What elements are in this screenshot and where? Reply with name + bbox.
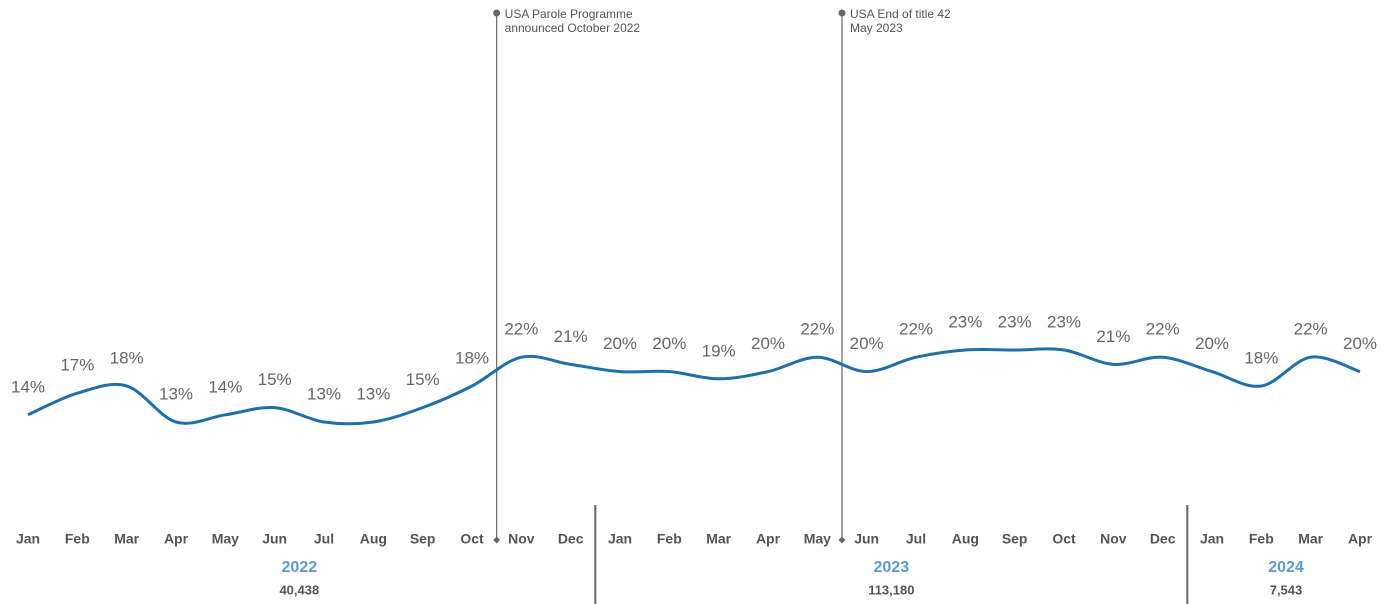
annotation-text: USA End of title 42 bbox=[850, 7, 951, 21]
data-label: 22% bbox=[504, 320, 538, 339]
data-label: 13% bbox=[159, 384, 193, 403]
x-tick-label: Mar bbox=[1298, 531, 1323, 547]
x-tick-label: Jan bbox=[16, 531, 40, 547]
x-tick-label: Jan bbox=[608, 531, 632, 547]
x-tick-label: Jun bbox=[262, 531, 287, 547]
x-tick-label: Feb bbox=[65, 531, 90, 547]
data-label: 13% bbox=[356, 384, 390, 403]
data-label: 18% bbox=[455, 348, 489, 367]
year-label: 2022 bbox=[282, 559, 318, 576]
x-tick-label: Apr bbox=[1348, 531, 1373, 547]
year-total: 7,543 bbox=[1270, 582, 1303, 597]
data-label: 13% bbox=[307, 384, 341, 403]
x-tick-label: Aug bbox=[952, 531, 979, 547]
x-tick-label: Jul bbox=[314, 531, 334, 547]
data-label: 14% bbox=[11, 377, 45, 396]
data-label: 22% bbox=[1146, 320, 1180, 339]
data-label: 22% bbox=[899, 320, 933, 339]
data-label: 20% bbox=[603, 334, 637, 353]
x-tick-label: Jul bbox=[906, 531, 926, 547]
data-label: 15% bbox=[258, 370, 292, 389]
annotation-text: announced October 2022 bbox=[505, 21, 641, 35]
x-tick-label: Aug bbox=[360, 531, 387, 547]
data-label: 23% bbox=[948, 312, 982, 331]
data-label: 14% bbox=[208, 377, 242, 396]
x-tick-label: Nov bbox=[1100, 531, 1127, 547]
data-label: 18% bbox=[110, 348, 144, 367]
x-tick-label: May bbox=[212, 531, 239, 547]
x-tick-label: Mar bbox=[706, 531, 731, 547]
annotation-dot bbox=[838, 9, 846, 17]
x-tick-label: Jun bbox=[854, 531, 879, 547]
x-tick-label: Apr bbox=[756, 531, 781, 547]
year-label: 2024 bbox=[1268, 559, 1304, 576]
year-total: 40,438 bbox=[279, 582, 319, 597]
data-label: 19% bbox=[702, 341, 736, 360]
data-label: 15% bbox=[406, 370, 440, 389]
data-label: 17% bbox=[60, 356, 94, 375]
data-label: 21% bbox=[1096, 327, 1130, 346]
data-label: 20% bbox=[850, 334, 884, 353]
annotation-marker bbox=[838, 536, 846, 544]
data-label: 20% bbox=[1195, 334, 1229, 353]
data-label: 18% bbox=[1244, 348, 1278, 367]
x-tick-label: Apr bbox=[164, 531, 189, 547]
data-label: 20% bbox=[1343, 334, 1377, 353]
x-tick-label: Nov bbox=[508, 531, 535, 547]
data-label: 20% bbox=[652, 334, 686, 353]
annotation-text: USA Parole Programme bbox=[505, 7, 633, 21]
data-label: 23% bbox=[998, 312, 1032, 331]
data-line bbox=[27, 347, 1361, 426]
x-tick-label: Sep bbox=[1002, 531, 1028, 547]
annotation-dot bbox=[493, 9, 501, 17]
data-label: 20% bbox=[751, 334, 785, 353]
x-tick-label: May bbox=[804, 531, 831, 547]
data-label: 22% bbox=[800, 320, 834, 339]
data-label: 23% bbox=[1047, 312, 1081, 331]
x-tick-label: Jan bbox=[1200, 531, 1224, 547]
year-total: 113,180 bbox=[868, 582, 914, 597]
year-label: 2023 bbox=[874, 559, 910, 576]
x-tick-label: Oct bbox=[1052, 531, 1076, 547]
x-tick-label: Oct bbox=[460, 531, 484, 547]
x-tick-label: Feb bbox=[657, 531, 682, 547]
x-tick-label: Dec bbox=[1150, 531, 1176, 547]
x-tick-label: Mar bbox=[114, 531, 139, 547]
data-label: 22% bbox=[1294, 320, 1328, 339]
data-label: 21% bbox=[554, 327, 588, 346]
x-tick-label: Dec bbox=[558, 531, 584, 547]
annotation-text: May 2023 bbox=[850, 21, 903, 35]
x-tick-label: Sep bbox=[410, 531, 436, 547]
x-tick-label: Feb bbox=[1249, 531, 1274, 547]
annotation-marker bbox=[493, 536, 501, 544]
